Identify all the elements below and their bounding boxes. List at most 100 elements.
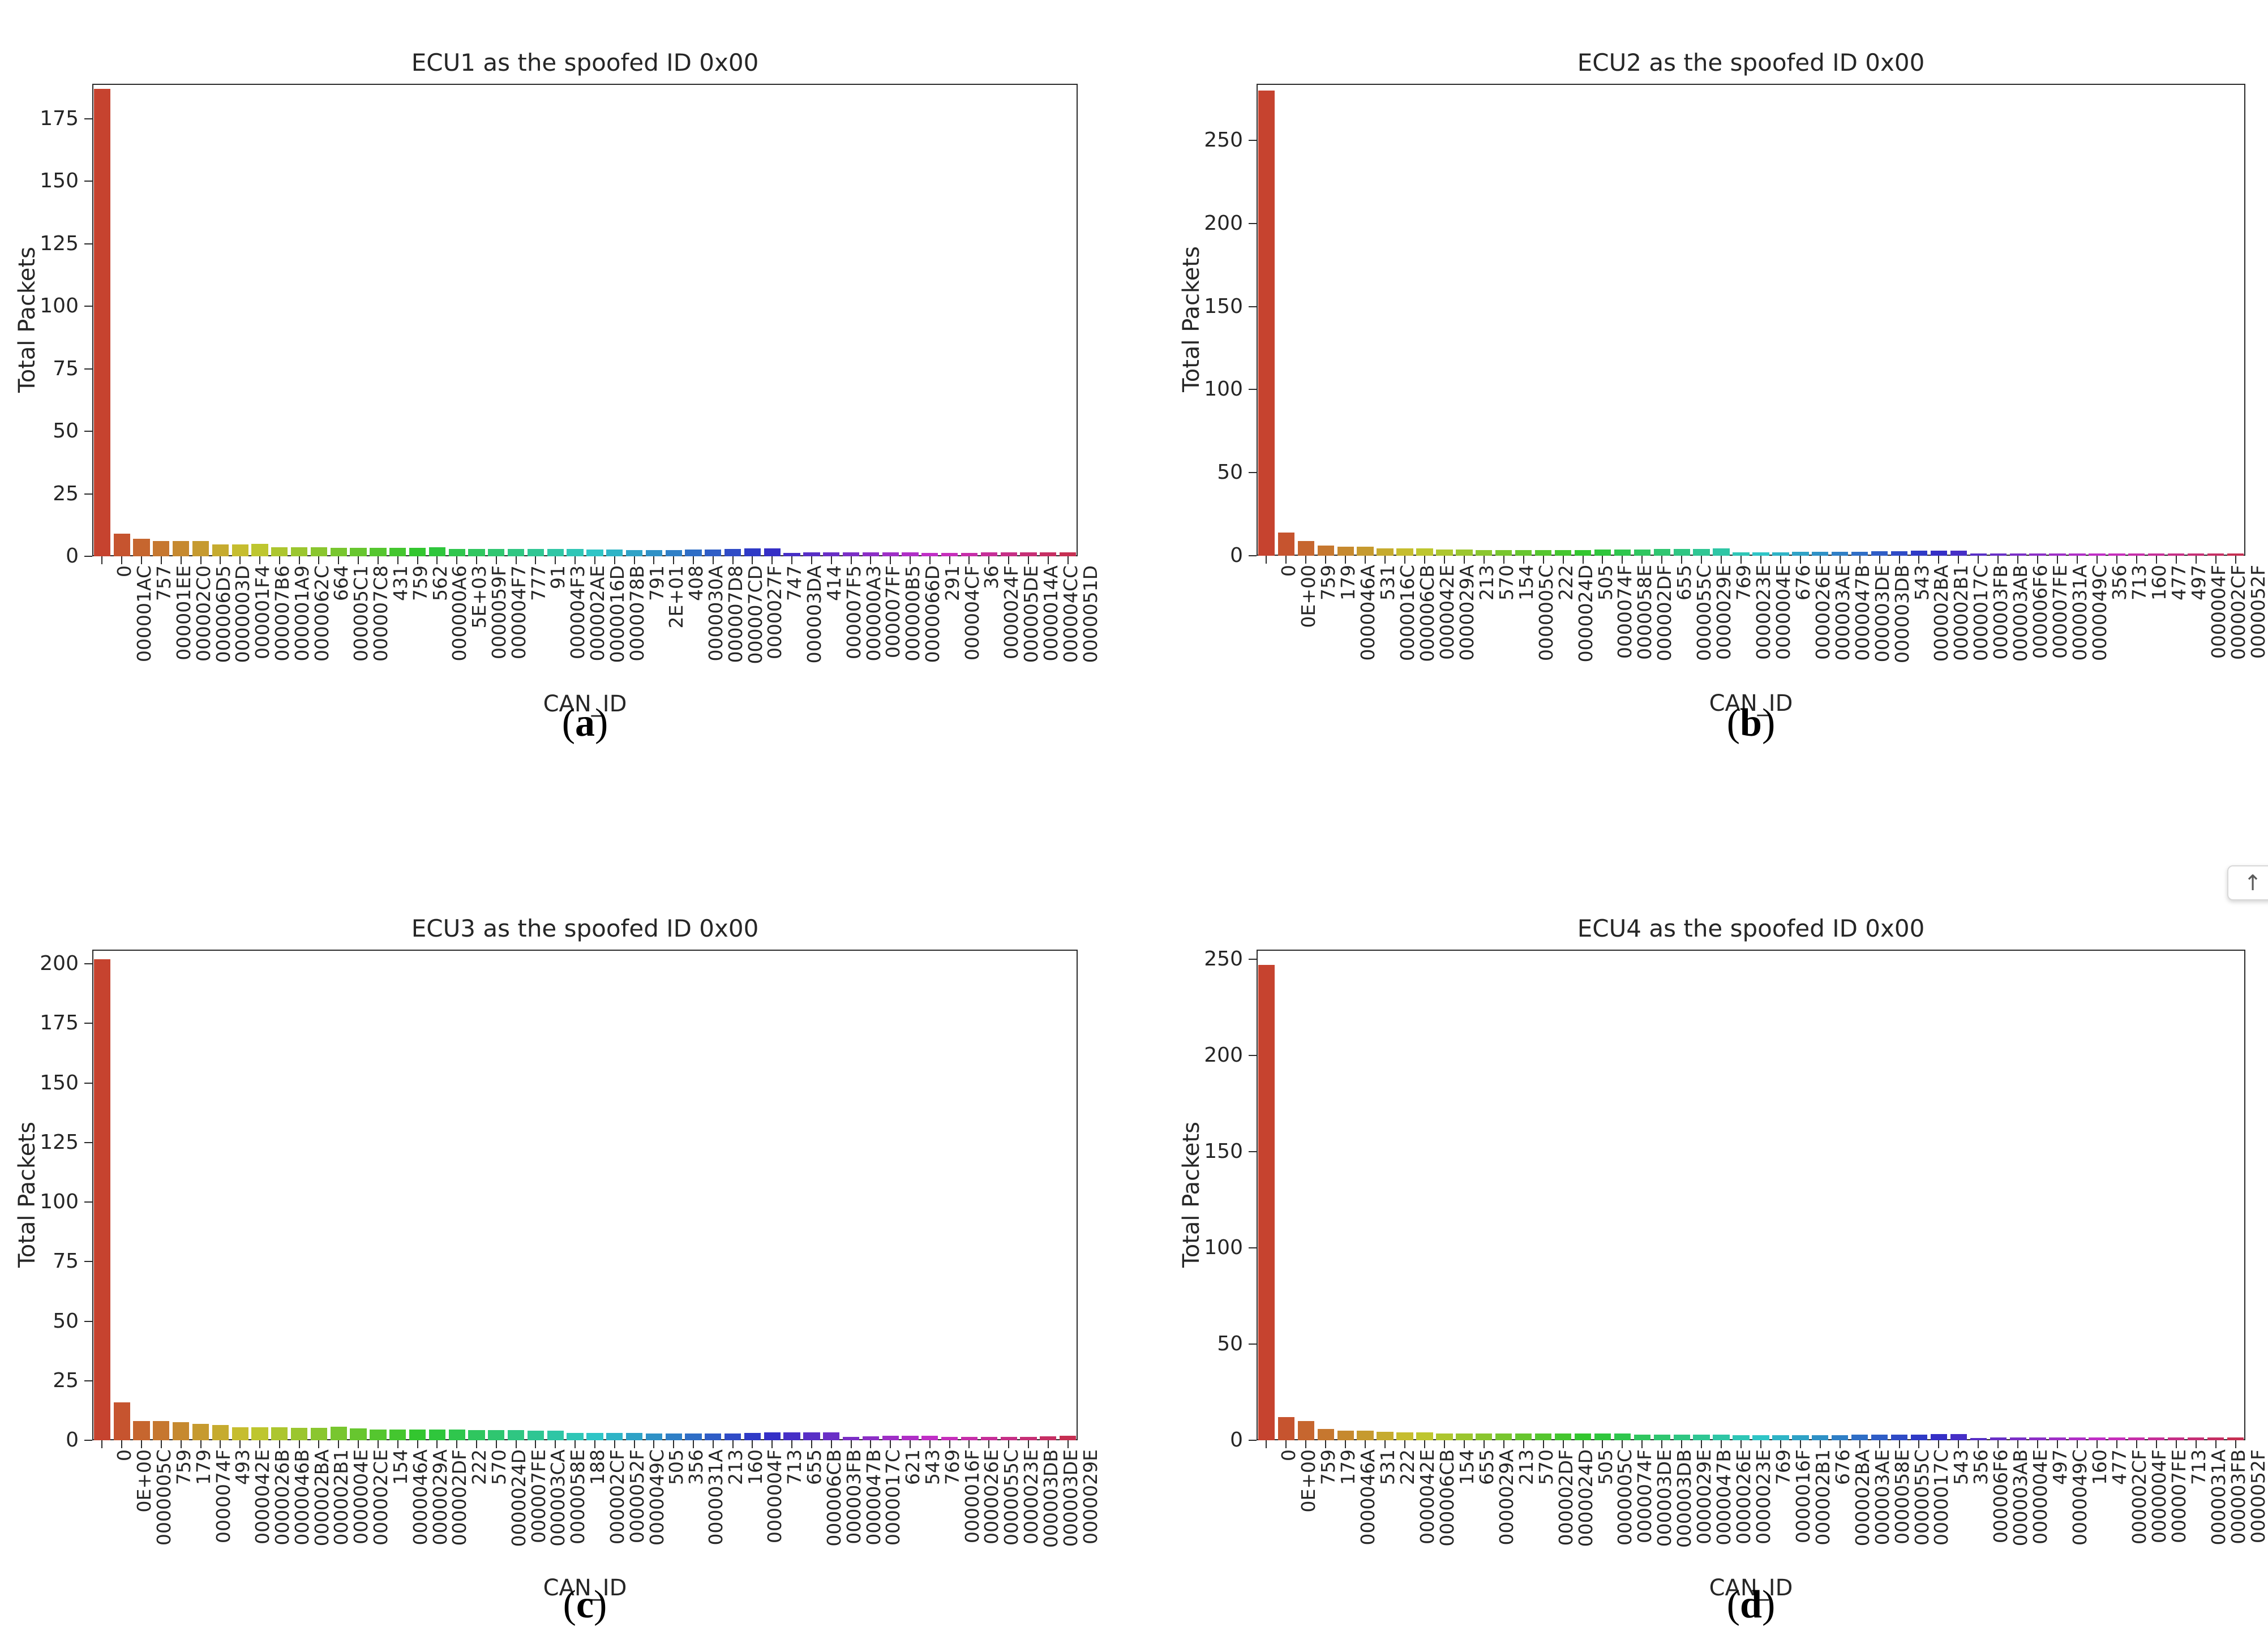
bar: [290, 1427, 308, 1440]
x-tick: [712, 556, 714, 564]
bar: [1634, 549, 1650, 556]
x-tick-label: 0000004F: [2207, 565, 2230, 659]
x-tick-label: 000002BA: [1851, 1449, 1873, 1547]
x-tick: [515, 1440, 517, 1448]
bar: [488, 548, 505, 556]
y-tick: [1249, 1055, 1257, 1056]
x-tick: [910, 1440, 911, 1448]
bar: [271, 547, 288, 556]
bar: [2148, 553, 2165, 556]
x-tick-label: 570: [1495, 565, 1517, 600]
bar: [1693, 1434, 1710, 1440]
bar: [842, 552, 860, 556]
bar: [173, 541, 190, 556]
x-tick: [2155, 1440, 2157, 1448]
bar: [527, 1431, 545, 1440]
scroll-to-top-button[interactable]: ↑: [2227, 865, 2268, 900]
x-tick: [220, 556, 221, 564]
x-tick-label: 713: [2128, 565, 2150, 600]
bar: [1436, 549, 1453, 556]
caption-text: ): [1761, 701, 1776, 745]
x-tick: [180, 1440, 182, 1448]
x-tick-label: 477: [2167, 565, 2190, 600]
bar: [2089, 553, 2106, 556]
x-tick: [1463, 556, 1465, 564]
x-tick: [1918, 1440, 1920, 1448]
x-tick: [1047, 556, 1049, 564]
x-tick-label: 000002C0: [192, 565, 215, 662]
x-tick: [850, 1440, 852, 1448]
x-tick: [2077, 1440, 2078, 1448]
x-tick: [2077, 556, 2078, 564]
bar: [1337, 546, 1354, 556]
bar: [1258, 965, 1275, 1440]
bar: [251, 543, 268, 556]
x-tick: [101, 1440, 103, 1448]
bar: [1792, 1435, 1809, 1440]
x-tick: [1819, 556, 1821, 564]
bar: [1614, 1433, 1631, 1440]
x-tick-label: 160: [2089, 1449, 2111, 1485]
x-tick: [101, 556, 103, 564]
x-tick: [1641, 1440, 1643, 1448]
y-tick: [1249, 222, 1257, 224]
y-tick: [84, 493, 92, 495]
y-tick: [1249, 555, 1257, 556]
bar: [133, 539, 150, 556]
plot-area-d: [1257, 950, 2245, 1440]
bar: [113, 1402, 130, 1440]
bar: [153, 541, 170, 556]
bar: [941, 1436, 958, 1440]
bar: [2227, 1437, 2244, 1440]
x-tick: [574, 556, 576, 564]
x-tick: [1799, 1440, 1801, 1448]
bar: [231, 544, 248, 556]
y-tick: [84, 1023, 92, 1024]
bar: [1832, 1435, 1849, 1440]
bar: [350, 1428, 367, 1440]
x-tick: [2037, 1440, 2039, 1448]
x-tick-label: 000003DB: [1039, 1449, 1062, 1548]
x-tick-label: 000007D8: [724, 565, 747, 663]
x-tick: [2155, 556, 2157, 564]
bar: [803, 552, 820, 556]
x-tick: [633, 1440, 635, 1448]
x-tick: [239, 556, 241, 564]
y-tick-label: 250: [1204, 128, 1243, 152]
x-tick: [259, 556, 260, 564]
x-tick: [1305, 556, 1307, 564]
bar: [468, 548, 485, 556]
bar: [1515, 1433, 1532, 1440]
x-tick: [278, 556, 280, 564]
x-tick: [456, 556, 458, 564]
x-tick: [1740, 556, 1742, 564]
y-tick: [1249, 139, 1257, 141]
bar: [2128, 553, 2145, 556]
x-tick-label: 0000004F: [2147, 1449, 2170, 1543]
bar: [173, 1422, 190, 1440]
x-tick: [1721, 556, 1722, 564]
x-tick-label: 000004CC: [1059, 565, 1082, 663]
y-tick: [84, 181, 92, 182]
bar: [2207, 1437, 2224, 1440]
y-tick-label: 0: [66, 1428, 79, 1452]
x-tick: [712, 1440, 714, 1448]
bar: [941, 552, 958, 556]
up-arrow-icon: ↑: [2244, 870, 2262, 895]
x-tick: [475, 1440, 477, 1448]
bar: [2187, 1437, 2205, 1440]
bar: [2168, 553, 2185, 556]
caption-text: ): [594, 1583, 607, 1626]
y-tick-label: 150: [40, 1071, 79, 1095]
bar: [1040, 1436, 1057, 1440]
x-tick: [1562, 1440, 1564, 1448]
bar: [1910, 551, 1928, 556]
x-tick: [397, 556, 398, 564]
x-tick-label: 570: [1534, 1449, 1557, 1485]
y-tick-label: 125: [40, 1130, 79, 1154]
x-tick-label: 0000058E: [1890, 1449, 1913, 1544]
x-tick-label: 154: [1515, 565, 1537, 600]
x-tick: [1997, 1440, 1999, 1448]
bar: [271, 1427, 288, 1440]
bar: [665, 1433, 682, 1440]
